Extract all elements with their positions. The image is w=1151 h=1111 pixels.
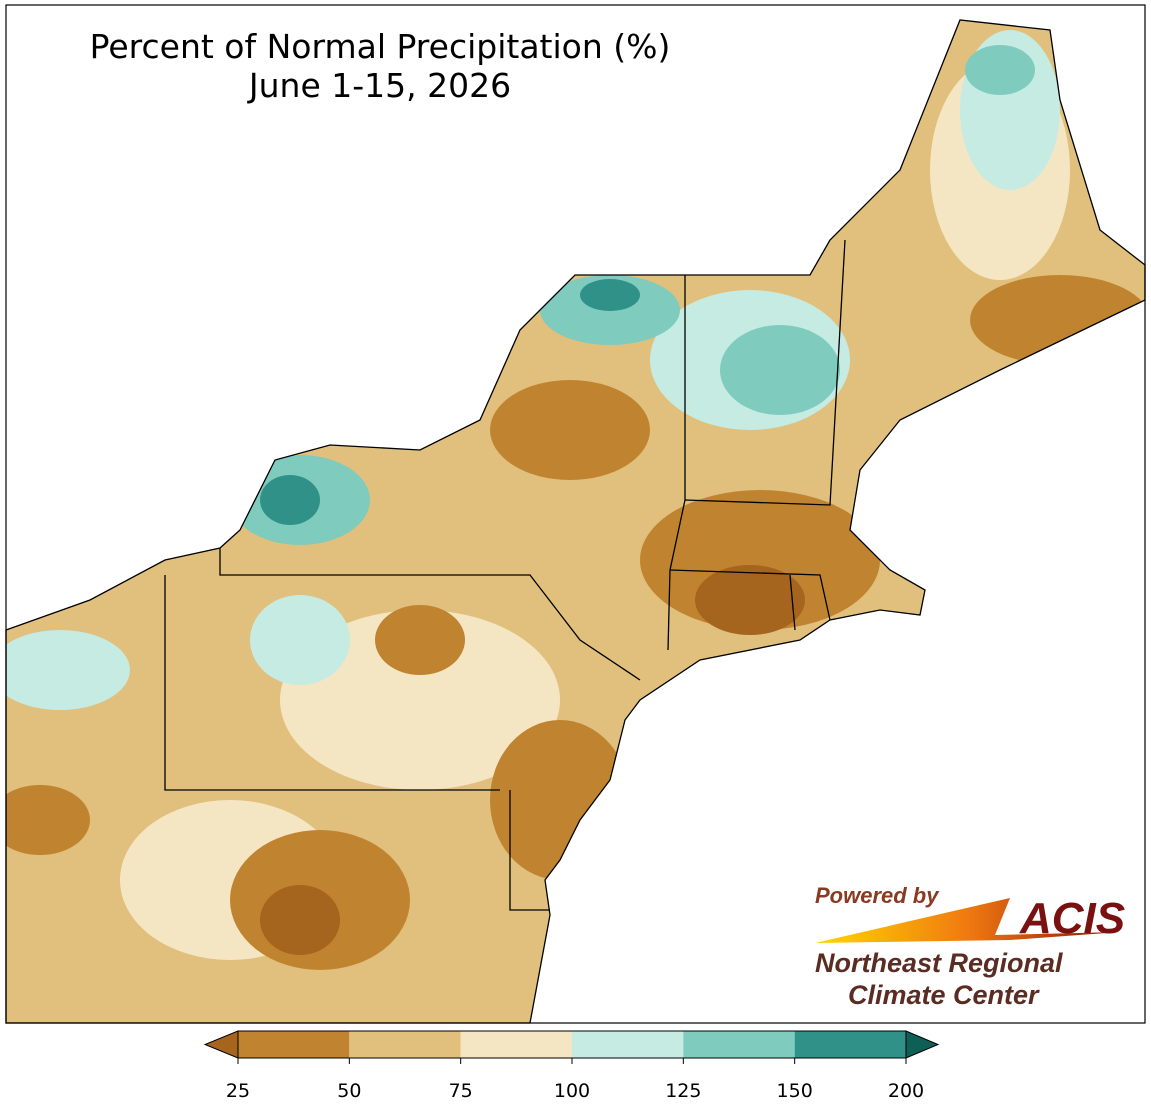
region <box>580 279 640 311</box>
region <box>6 630 130 710</box>
logo-line2: Climate Center <box>848 980 1040 1010</box>
colorbar-tick-label: 150 <box>777 1080 813 1102</box>
logo-swoosh <box>815 898 1120 943</box>
colorbar-tick-label: 200 <box>888 1080 924 1102</box>
colorbar-over <box>905 1030 940 1059</box>
colorbar-segment <box>572 1031 684 1058</box>
colorbar: 25 50 75 100 125 150 200 <box>203 1030 940 1102</box>
logo-line1: Northeast Regional <box>815 948 1063 978</box>
logo-acis: ACIS <box>1019 894 1125 943</box>
colorbar-segment <box>460 1031 572 1058</box>
colorbar-segment <box>683 1031 795 1058</box>
region <box>6 785 90 855</box>
colorbar-under <box>203 1030 239 1059</box>
logo: Powered by ACIS Northeast Regional Clima… <box>815 883 1125 1010</box>
region <box>970 275 1145 365</box>
colorbar-segment <box>238 1031 350 1058</box>
region <box>695 565 805 635</box>
map-subtitle: June 1-15, 2026 <box>247 66 511 105</box>
map-title: Percent of Normal Precipitation (%) <box>90 27 671 66</box>
colorbar-tick-label: 75 <box>449 1080 473 1102</box>
map-frame <box>5 4 1146 1024</box>
region <box>260 475 320 525</box>
colorbar-segment <box>794 1031 906 1058</box>
colorbar-segment <box>349 1031 461 1058</box>
region <box>375 605 465 675</box>
region <box>490 720 630 880</box>
colorbar-tick-label: 25 <box>226 1080 250 1102</box>
region <box>260 885 340 955</box>
colorbar-tick-label: 125 <box>665 1080 701 1102</box>
colorbar-tick-label: 50 <box>337 1080 361 1102</box>
borders <box>5 19 1146 1024</box>
region <box>720 325 840 415</box>
colorbar-tick-label: 100 <box>554 1080 590 1102</box>
region <box>490 380 650 480</box>
region <box>280 610 560 790</box>
region <box>250 595 350 685</box>
logo-powered: Powered by <box>815 883 940 908</box>
region <box>965 45 1035 95</box>
